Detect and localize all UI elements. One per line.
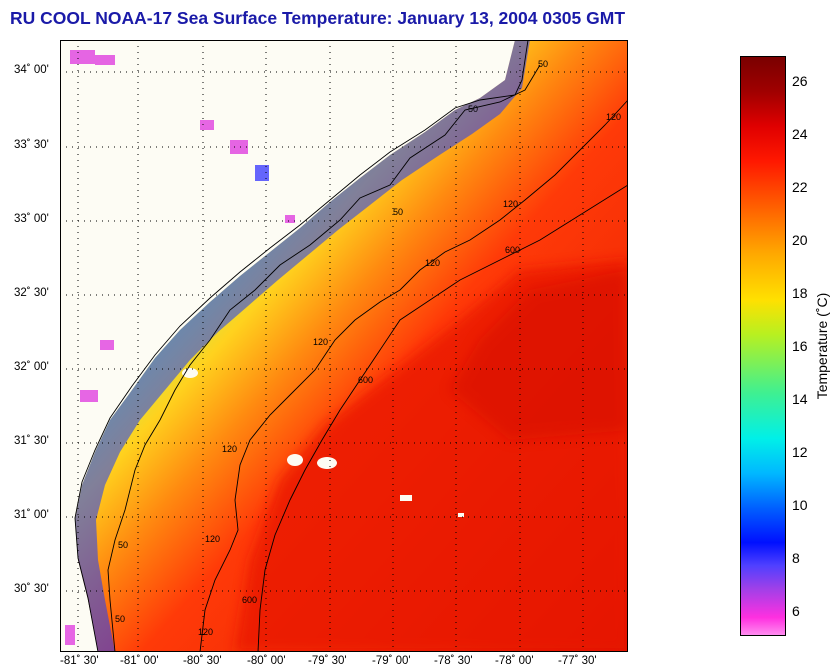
colorbar-tick: 16: [792, 338, 808, 354]
lat-tick-label: 32˚ 00': [14, 361, 49, 373]
lat-tick-label: 33˚ 00': [14, 213, 49, 225]
lat-lon-grid: [60, 40, 628, 652]
isobath-label: 120: [205, 534, 220, 544]
lat-tick-label: 30˚ 30': [14, 583, 49, 595]
cloud-speckles: [65, 50, 295, 645]
colorbar-tick: 20: [792, 232, 808, 248]
colorbar-tick: 22: [792, 179, 808, 195]
colorbar-tick: 14: [792, 391, 808, 407]
lon-tick-label: -81˚ 30': [60, 655, 99, 667]
map-frame: [60, 40, 628, 652]
isobath-120: [199, 99, 628, 652]
isobath-label: 50: [538, 59, 548, 69]
lon-tick-label: -80˚ 30': [183, 655, 222, 667]
lat-tick-label: 31˚ 00': [14, 509, 49, 521]
temperature-colorbar: [740, 56, 786, 636]
colorbar-tick: 6: [792, 603, 800, 619]
isobath-600: [257, 184, 628, 652]
colorbar-tick: 24: [792, 126, 808, 142]
nearshore-cold-band: [75, 40, 530, 652]
coastline: [74, 40, 529, 652]
colorbar-tick: 26: [792, 73, 808, 89]
colorbar-tick: 12: [792, 444, 808, 460]
isobath-label: 50: [118, 540, 128, 550]
isobath-label-group: 50 50 50 50 50 120 120 120 120 120 120 1…: [115, 59, 621, 637]
lon-tick-label: -80˚ 00': [247, 655, 286, 667]
gulf-stream-core: [450, 270, 628, 440]
isobath-label: 50: [468, 104, 478, 114]
isobath-label: 120: [313, 337, 328, 347]
land-islands: [182, 368, 464, 517]
colorbar-label: Temperature (˚C): [814, 292, 830, 400]
colorbar-tick: 8: [792, 550, 800, 566]
colorbar-tick: 18: [792, 285, 808, 301]
isobath-label: 120: [606, 112, 621, 122]
lat-tick-label: 34˚ 00': [14, 64, 49, 76]
colorbar-tick: 10: [792, 497, 808, 513]
isobath-50: [107, 64, 541, 652]
lon-tick-label: -79˚ 30': [308, 655, 347, 667]
map-title: RU COOL NOAA-17 Sea Surface Temperature:…: [10, 8, 626, 28]
lon-tick-label: -81˚ 00': [120, 655, 159, 667]
lon-tick-label: -78˚ 00': [495, 655, 534, 667]
isobath-label: 120: [222, 444, 237, 454]
isobath-label: 600: [242, 595, 257, 605]
lat-tick-label: 33˚ 30': [14, 139, 49, 151]
sst-map: 50 50 50 50 50 120 120 120 120 120 120 1…: [60, 40, 628, 652]
isobath-contours: [107, 64, 628, 652]
isobath-label: 50: [393, 207, 403, 217]
isobath-label: 600: [358, 375, 373, 385]
lat-tick-label: 32˚ 30': [14, 287, 49, 299]
isobath-label: 50: [115, 614, 125, 624]
isobath-label: 120: [198, 627, 213, 637]
lon-tick-label: -79˚ 00': [372, 655, 411, 667]
isobath-label: 120: [425, 258, 440, 268]
lat-tick-label: 31˚ 30': [14, 435, 49, 447]
map-svg: 50 50 50 50 50 120 120 120 120 120 120 1…: [60, 40, 628, 652]
isobath-label: 120: [503, 199, 518, 209]
isobath-label: 600: [505, 245, 520, 255]
lon-tick-label: -78˚ 30': [434, 655, 473, 667]
lon-tick-label: -77˚ 30': [558, 655, 597, 667]
